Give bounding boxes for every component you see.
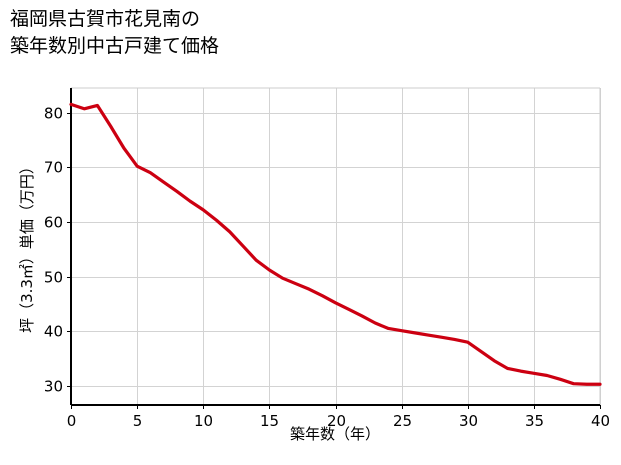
x-tick-label: 0	[67, 412, 77, 430]
x-tick-label: 35	[525, 412, 544, 430]
y-axis-title: 坪（3.3㎡）単価（万円）	[18, 159, 36, 333]
y-tick-label: 50	[44, 269, 63, 287]
x-tick-label: 5	[133, 412, 143, 430]
x-tick-label: 40	[591, 412, 610, 430]
axis-spines	[70, 87, 601, 406]
x-tick-label: 25	[393, 412, 412, 430]
y-tick-label: 70	[44, 159, 63, 177]
x-tick-label: 20	[327, 412, 346, 430]
y-tick-labels: 30 40 50 60 70 80	[44, 105, 63, 396]
page-title: 福岡県古賀市花見南の 築年数別中古戸建て価格	[10, 8, 220, 57]
y-tick-marks	[67, 112, 71, 388]
y-tick-label: 30	[44, 378, 63, 396]
y-tick-label: 40	[44, 323, 63, 341]
x-axis-title: 築年数（年）	[290, 425, 380, 443]
y-tick-label: 80	[44, 105, 63, 123]
x-tick-label: 10	[194, 412, 213, 430]
y-tick-label: 60	[44, 214, 63, 232]
x-tick-label: 30	[459, 412, 478, 430]
price-trend-line	[69, 102, 602, 386]
x-tick-label: 15	[260, 412, 279, 430]
x-tick-labels: 0 5 10 15 20 25 30 35 40	[67, 412, 610, 430]
gridlines-horizontal	[71, 113, 600, 387]
x-tick-marks	[70, 405, 602, 409]
gridlines-vertical	[137, 88, 601, 405]
